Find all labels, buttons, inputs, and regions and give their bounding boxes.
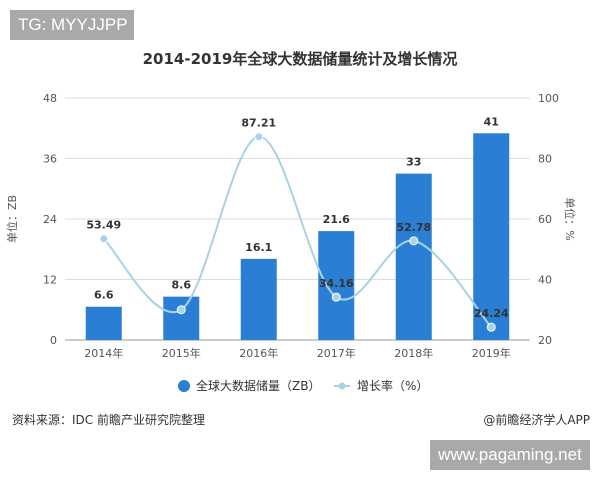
line-point — [99, 234, 109, 244]
x-tick: 2018年 — [394, 346, 433, 360]
line-point — [409, 236, 419, 246]
legend-bar-label: 全球大数据储量（ZB） — [196, 378, 320, 393]
bar-label: 33 — [406, 156, 421, 169]
x-tick: 2014年 — [84, 346, 123, 360]
legend-line-label: 增长率（%） — [357, 378, 428, 393]
x-tick: 2016年 — [239, 346, 278, 360]
growth-line — [103, 135, 492, 328]
line-label: 87.21 — [241, 117, 276, 130]
bar-label: 16.1 — [245, 241, 272, 254]
credit: @前瞻经济学人APP — [483, 413, 590, 427]
bar — [395, 173, 432, 340]
y-left-tick: 12 — [43, 274, 57, 287]
bar — [473, 133, 510, 340]
y-right-tick: 100 — [538, 92, 559, 105]
y-left-tick: 0 — [50, 334, 57, 347]
line-point — [486, 322, 496, 332]
y-right-tick: 80 — [538, 153, 552, 166]
watermark-top: TG: MYYJJPP — [10, 10, 134, 40]
y-right-tick: 40 — [538, 274, 552, 287]
bar-label: 21.6 — [323, 213, 350, 226]
y-right-tick: 60 — [538, 213, 552, 226]
x-tick: 2019年 — [472, 346, 511, 360]
bar — [318, 231, 355, 340]
line-label: 24.24 — [474, 307, 509, 320]
line-point — [176, 305, 186, 315]
line-label: 34.16 — [319, 277, 354, 290]
source-note: 资料来源：IDC 前瞻产业研究院整理 — [12, 413, 205, 427]
y-left-label: 单位：ZB — [5, 195, 19, 243]
x-tick: 2017年 — [317, 346, 356, 360]
line-label: 53.49 — [86, 219, 121, 232]
bar-label: 8.6 — [172, 279, 192, 292]
line-point — [254, 132, 264, 142]
chart-title: 2014-2019年全球大数据储量统计及增长情况 — [142, 50, 458, 68]
y-right-tick: 20 — [538, 334, 552, 347]
bar — [85, 306, 122, 340]
line-point — [331, 292, 341, 302]
bar-label: 6.6 — [94, 289, 114, 302]
y-left-tick: 48 — [43, 92, 57, 105]
bar-label: 41 — [484, 115, 499, 128]
legend-bar-marker — [178, 380, 190, 392]
y-left-tick: 36 — [43, 153, 57, 166]
y-right-label: 单位：% — [563, 197, 577, 240]
legend-line-dot — [338, 382, 346, 390]
line-label: 52.78 — [396, 221, 431, 234]
watermark-bottom: www.pagaming.net — [430, 440, 590, 470]
bar — [240, 258, 277, 340]
y-left-tick: 24 — [43, 213, 57, 226]
x-tick: 2015年 — [162, 346, 201, 360]
bar — [163, 296, 200, 340]
